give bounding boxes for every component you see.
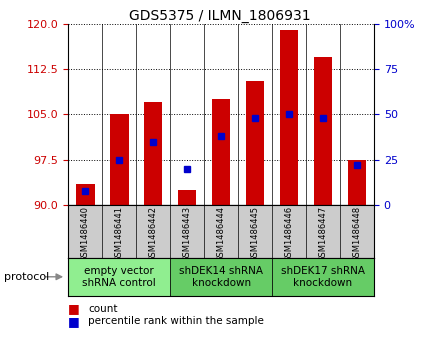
Text: shDEK17 shRNA
knockdown: shDEK17 shRNA knockdown <box>281 266 365 287</box>
Text: GDS5375 / ILMN_1806931: GDS5375 / ILMN_1806931 <box>129 9 311 23</box>
Bar <box>178 190 197 205</box>
Bar <box>212 99 231 205</box>
Bar <box>144 102 162 205</box>
Bar <box>170 258 272 296</box>
Text: GSM1486442: GSM1486442 <box>149 206 158 262</box>
Text: GSM1486440: GSM1486440 <box>81 206 90 262</box>
Text: empty vector
shRNA control: empty vector shRNA control <box>82 266 156 287</box>
Bar <box>280 30 298 205</box>
Text: GSM1486444: GSM1486444 <box>216 206 226 262</box>
Text: GSM1486448: GSM1486448 <box>352 206 362 262</box>
Text: ■: ■ <box>68 302 80 315</box>
Text: protocol: protocol <box>4 272 50 282</box>
Text: GSM1486445: GSM1486445 <box>250 206 260 262</box>
Bar <box>348 160 367 205</box>
Bar <box>314 57 332 205</box>
Bar <box>272 258 374 296</box>
Text: GSM1486443: GSM1486443 <box>183 206 192 262</box>
Text: ■: ■ <box>68 315 80 328</box>
Bar <box>246 81 264 205</box>
Bar <box>68 258 170 296</box>
Text: count: count <box>88 303 117 314</box>
Text: GSM1486446: GSM1486446 <box>285 206 293 262</box>
Text: GSM1486441: GSM1486441 <box>115 206 124 262</box>
Text: shDEK14 shRNA
knockdown: shDEK14 shRNA knockdown <box>179 266 263 287</box>
Bar <box>76 184 95 205</box>
Text: percentile rank within the sample: percentile rank within the sample <box>88 316 264 326</box>
Text: GSM1486447: GSM1486447 <box>319 206 327 262</box>
Bar <box>110 114 128 205</box>
